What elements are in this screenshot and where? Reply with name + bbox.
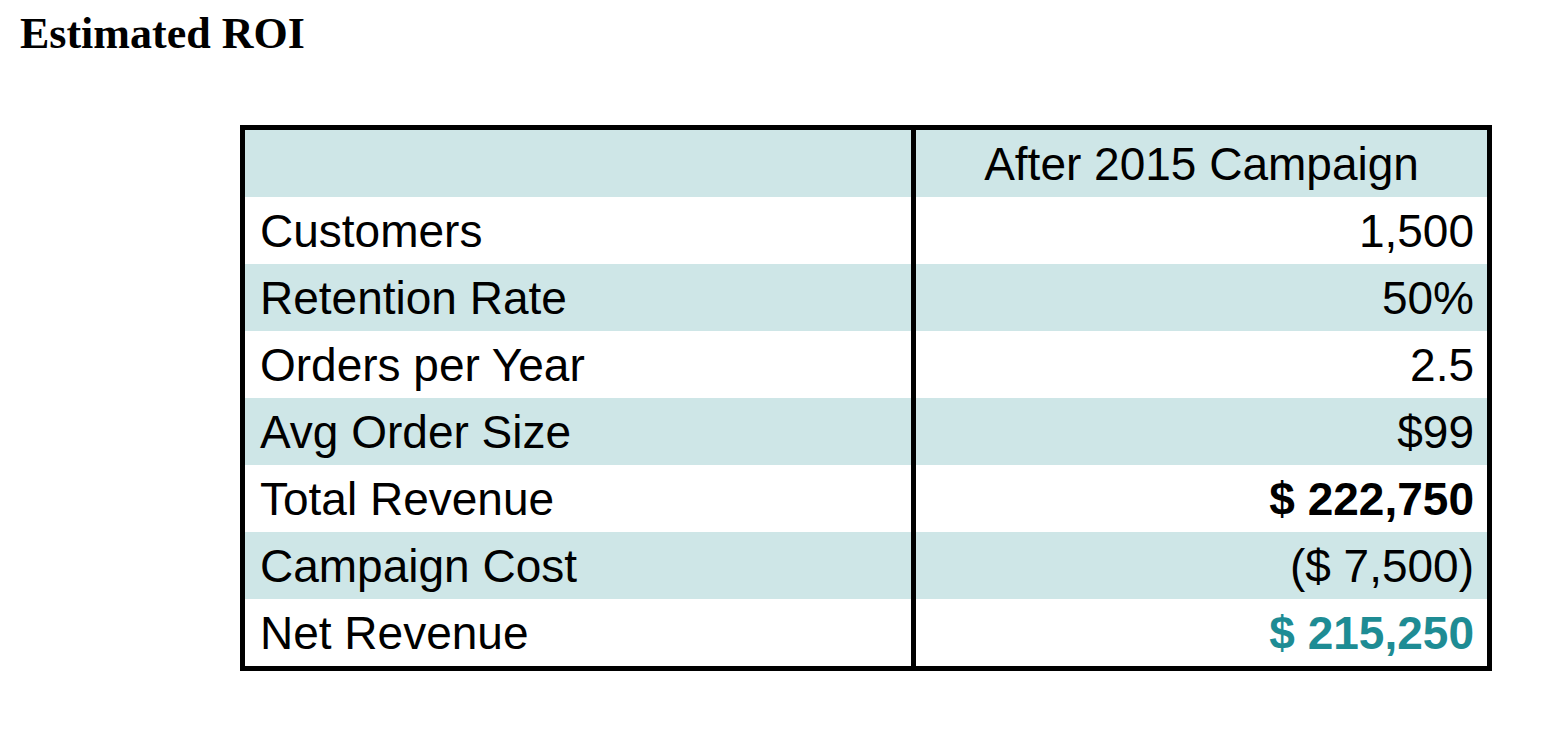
row-label: Avg Order Size <box>245 398 911 465</box>
row-label: Customers <box>245 197 911 264</box>
table-row: Retention Rate50% <box>245 264 1487 331</box>
table-row: Total Revenue$ 222,750 <box>245 465 1487 532</box>
row-value: $ 222,750 <box>911 465 1487 532</box>
row-value: $ 215,250 <box>911 599 1487 666</box>
page-title: Estimated ROI <box>20 12 305 56</box>
page: Estimated ROI After 2015 Campaign Custom… <box>0 0 1562 756</box>
table-row: Customers1,500 <box>245 197 1487 264</box>
row-value: 2.5 <box>911 331 1487 398</box>
table-body: Customers1,500Retention Rate50%Orders pe… <box>245 197 1487 666</box>
roi-table: After 2015 Campaign Customers1,500Retent… <box>240 125 1492 671</box>
row-label: Campaign Cost <box>245 532 911 599</box>
table-row: Avg Order Size$99 <box>245 398 1487 465</box>
table-header-row: After 2015 Campaign <box>245 130 1487 197</box>
table-row: Net Revenue$ 215,250 <box>245 599 1487 666</box>
row-label: Orders per Year <box>245 331 911 398</box>
row-value: $99 <box>911 398 1487 465</box>
row-value: 50% <box>911 264 1487 331</box>
row-value: 1,500 <box>911 197 1487 264</box>
header-empty-cell <box>245 130 911 197</box>
row-label: Retention Rate <box>245 264 911 331</box>
row-label: Total Revenue <box>245 465 911 532</box>
header-campaign-cell: After 2015 Campaign <box>911 130 1487 197</box>
row-label: Net Revenue <box>245 599 911 666</box>
row-value: ($ 7,500) <box>911 532 1487 599</box>
table-row: Campaign Cost($ 7,500) <box>245 532 1487 599</box>
table-row: Orders per Year2.5 <box>245 331 1487 398</box>
